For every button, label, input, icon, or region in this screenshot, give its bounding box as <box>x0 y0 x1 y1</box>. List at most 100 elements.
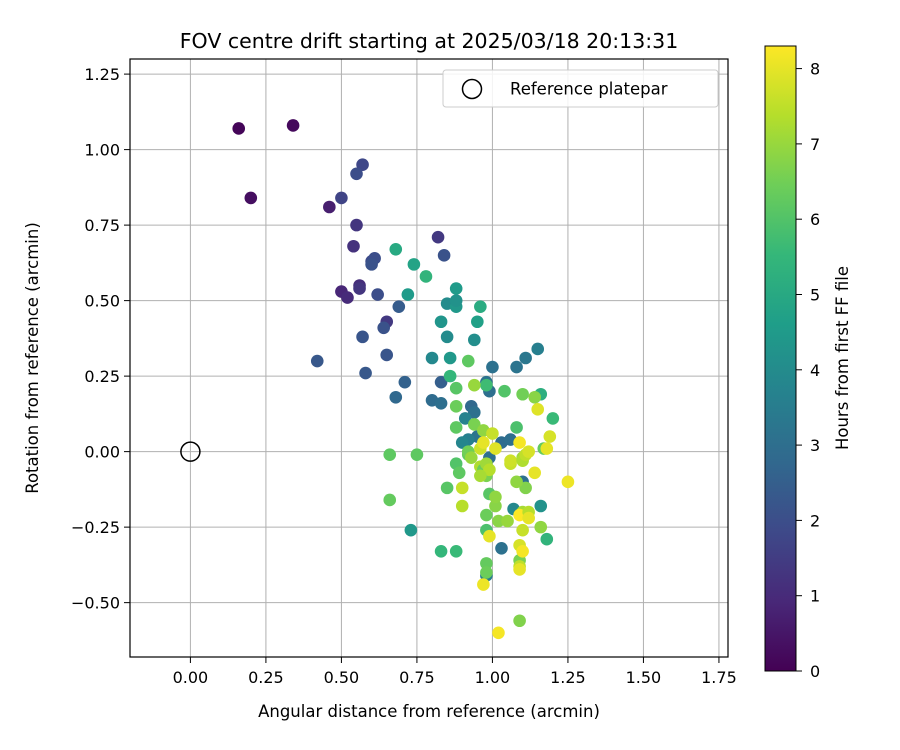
data-point <box>540 532 554 546</box>
data-point <box>449 294 463 307</box>
y-tick-label: 0.50 <box>84 292 120 311</box>
data-point <box>286 119 300 132</box>
data-point <box>534 520 548 534</box>
y-tick-label: −0.50 <box>71 594 120 613</box>
colorbar-gradient <box>764 45 797 672</box>
data-point <box>474 469 487 483</box>
colorbar-tick-label: 3 <box>810 436 820 455</box>
data-point <box>383 448 397 461</box>
data-point <box>434 315 448 329</box>
data-point <box>492 514 505 528</box>
data-point <box>519 481 532 495</box>
data-point <box>389 390 403 404</box>
data-point <box>492 626 505 640</box>
colorbar-tick-label: 8 <box>810 60 820 79</box>
data-point <box>489 442 502 455</box>
data-point <box>443 351 457 365</box>
data-point <box>401 288 415 301</box>
data-point <box>513 436 526 449</box>
data-point <box>341 291 354 304</box>
data-point <box>434 397 448 410</box>
data-point <box>498 384 511 398</box>
colorbar-tick-label: 4 <box>810 361 820 380</box>
data-point <box>540 442 554 455</box>
data-point <box>323 200 336 214</box>
data-point <box>464 451 478 464</box>
plot-area: 0.00 0.25 0.50 0.75 1.00 1.25 1.50 1.75 −0.50−0… <box>71 58 737 687</box>
data-point <box>468 418 481 431</box>
data-point <box>531 403 545 416</box>
x-axis-label: Angular distance from reference (arcmin) <box>258 702 600 721</box>
data-point <box>501 514 514 528</box>
data-point <box>353 282 366 295</box>
data-point <box>440 330 454 344</box>
x-tick-label: 1.50 <box>626 668 662 687</box>
data-point <box>455 499 469 513</box>
data-point <box>486 427 499 440</box>
data-point <box>480 557 493 570</box>
reference-platepar-marker <box>180 441 201 462</box>
data-point <box>461 354 475 368</box>
data-point <box>347 239 360 253</box>
data-point <box>531 342 545 356</box>
y-tick-label: 0.00 <box>84 443 120 462</box>
data-point <box>431 230 445 244</box>
data-point <box>383 493 397 507</box>
legend-frame <box>442 69 719 108</box>
data-point <box>480 378 493 392</box>
colorbar-tick-label: 0 <box>810 662 820 681</box>
data-point <box>404 523 418 537</box>
data-point <box>483 529 496 543</box>
data-point <box>561 475 575 489</box>
colorbar: 0 1 2 3 4 5 6 7 8 Hours from first FF file <box>764 45 852 681</box>
data-point <box>371 288 384 301</box>
y-tick-label: 1.25 <box>84 65 120 84</box>
data-point <box>489 490 502 504</box>
x-tick-label: 0.75 <box>399 668 435 687</box>
data-point <box>449 381 463 395</box>
data-point <box>510 475 523 489</box>
data-point <box>335 191 348 205</box>
data-point <box>516 387 529 401</box>
data-point <box>434 544 448 558</box>
colorbar-ticks: 0 1 2 3 4 5 6 7 8 <box>796 60 820 681</box>
data-point <box>455 481 469 495</box>
legend-label: Reference platepar <box>510 80 668 99</box>
data-point <box>350 167 363 181</box>
grid-lines <box>130 59 728 657</box>
y-axis-ticks: −0.50 −0.25 0.00 0.25 0.50 0.75 1.00 1.25 <box>71 65 130 613</box>
data-point <box>449 400 463 413</box>
data-point <box>449 421 463 434</box>
x-tick-label: 0.50 <box>324 668 360 687</box>
data-point <box>437 249 451 262</box>
data-point <box>477 578 490 591</box>
data-point <box>510 421 523 434</box>
chart-title: FOV centre drift starting at 2025/03/18 … <box>180 29 679 53</box>
data-point <box>232 122 246 135</box>
data-point <box>380 348 394 362</box>
plot-frame <box>129 58 729 658</box>
legend-marker-icon <box>461 78 483 100</box>
x-tick-label: 0.25 <box>248 668 284 687</box>
data-point <box>522 445 535 458</box>
data-point <box>489 499 502 513</box>
data-point <box>455 436 469 449</box>
data-point <box>392 300 406 313</box>
y-tick-label: 1.00 <box>84 141 120 160</box>
data-point <box>407 258 421 271</box>
data-point <box>510 360 523 374</box>
data-point <box>528 466 542 480</box>
data-point <box>534 499 548 513</box>
data-point <box>310 354 324 368</box>
data-point <box>504 454 517 467</box>
data-point <box>440 481 454 495</box>
colorbar-tick-label: 2 <box>810 511 820 530</box>
data-point <box>480 508 493 522</box>
scatter-points <box>232 119 575 640</box>
x-tick-label: 0.00 <box>173 668 209 687</box>
x-axis-ticks: 0.00 0.25 0.50 0.75 1.00 1.25 1.50 1.75 <box>173 657 737 687</box>
data-point <box>483 463 496 477</box>
data-point <box>398 375 412 389</box>
data-point <box>468 333 481 347</box>
data-point <box>486 360 499 374</box>
